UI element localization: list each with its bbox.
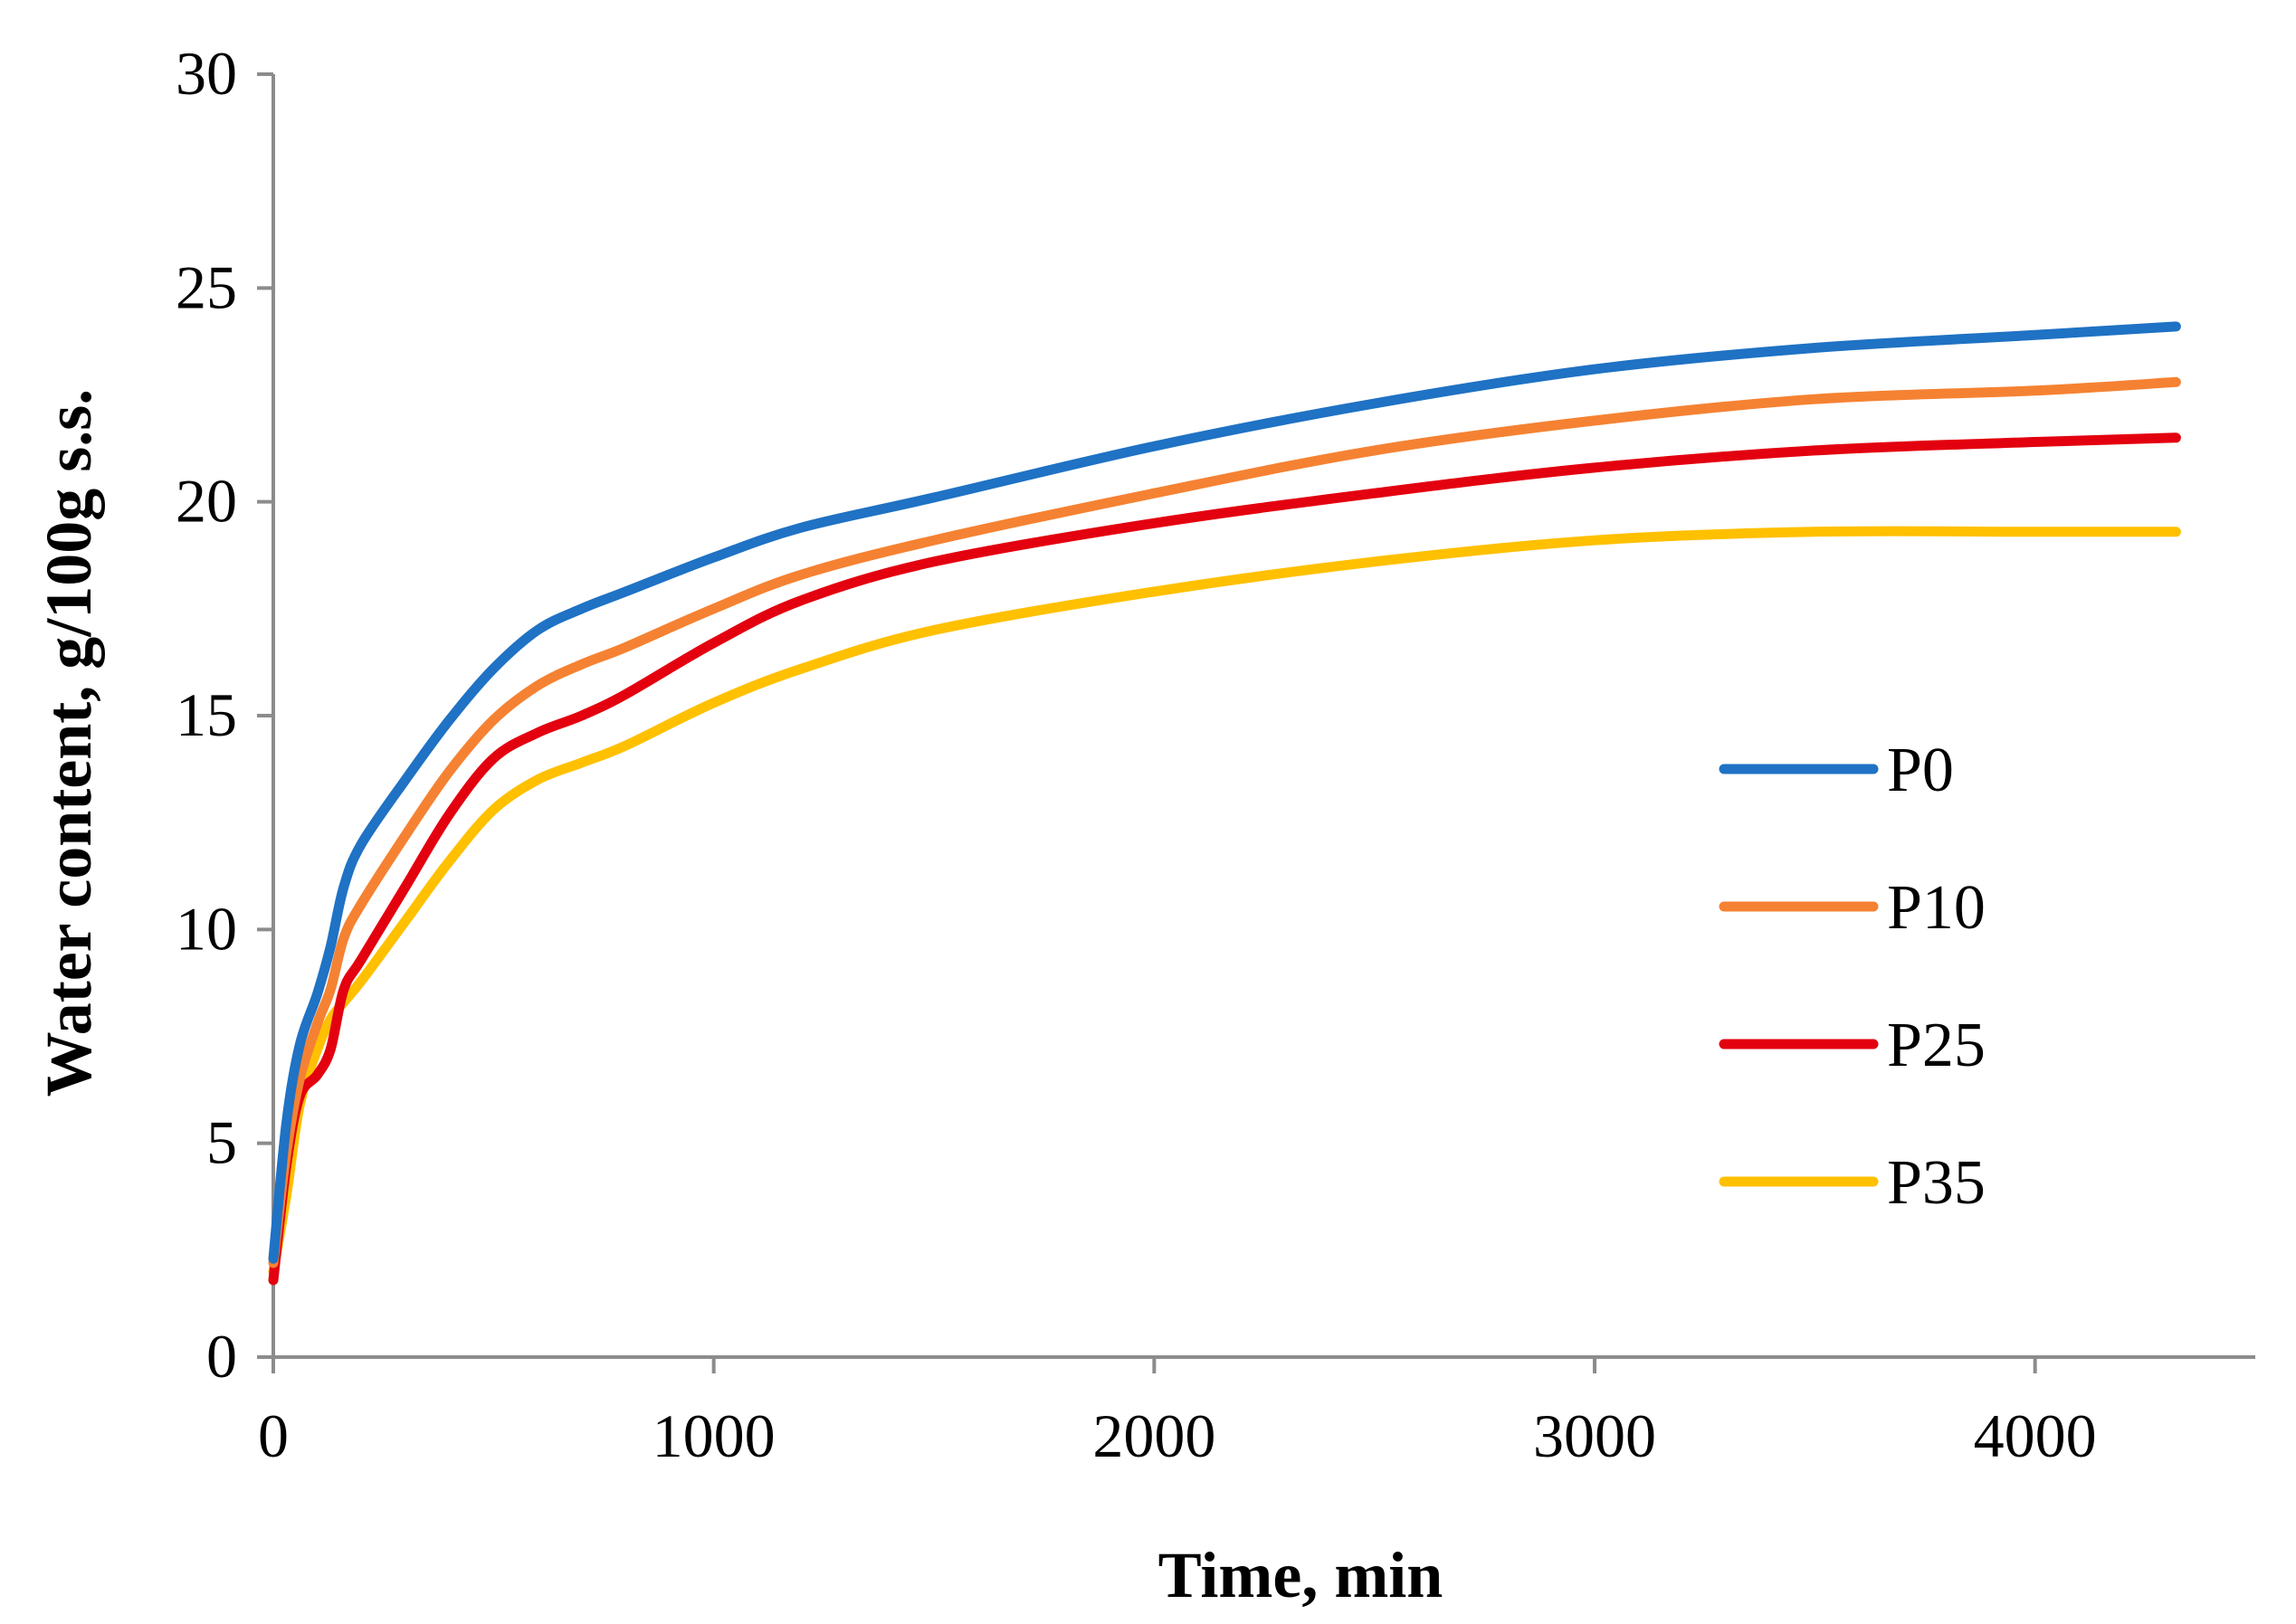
- ticks: 0 5 10 15 20 25 30 0 1000 2000 3000 4000: [176, 39, 2097, 1470]
- legend-label: P35: [1887, 1148, 1986, 1218]
- legend-item-p25: P25: [1719, 1011, 1986, 1080]
- x-tick-label: 1000: [653, 1401, 776, 1470]
- y-tick-label: 30: [176, 39, 237, 108]
- y-tick-label: 15: [176, 680, 237, 749]
- y-tick-label: 20: [176, 467, 237, 536]
- series-line-p10: [268, 376, 2181, 1268]
- legend-label: P0: [1887, 736, 1954, 805]
- legend: P0 P10 P25 P35: [1719, 736, 1986, 1218]
- series-line-p35: [268, 526, 2181, 1277]
- series-line-p25: [268, 432, 2181, 1286]
- y-tick-label: 25: [176, 252, 237, 321]
- x-tick-label: 2000: [1092, 1401, 1215, 1470]
- x-tick-label: 0: [258, 1401, 289, 1470]
- legend-item-p10: P10: [1719, 873, 1986, 943]
- legend-label: P25: [1887, 1011, 1986, 1080]
- y-tick-label: 5: [206, 1108, 237, 1177]
- y-tick-label: 0: [206, 1322, 237, 1391]
- series-lines: [268, 321, 2181, 1286]
- x-axis-title: Time, min: [1158, 1539, 1443, 1611]
- legend-item-p35: P35: [1719, 1148, 1986, 1218]
- y-axis-title: Water content, g/100g s.s.: [33, 389, 105, 1097]
- x-tick-label: 3000: [1533, 1401, 1656, 1470]
- y-tick-label: 10: [176, 894, 237, 963]
- series-line-p0: [268, 321, 2181, 1264]
- legend-item-p0: P0: [1719, 736, 1954, 805]
- legend-label: P10: [1887, 873, 1986, 943]
- x-tick-label: 4000: [1974, 1401, 2097, 1470]
